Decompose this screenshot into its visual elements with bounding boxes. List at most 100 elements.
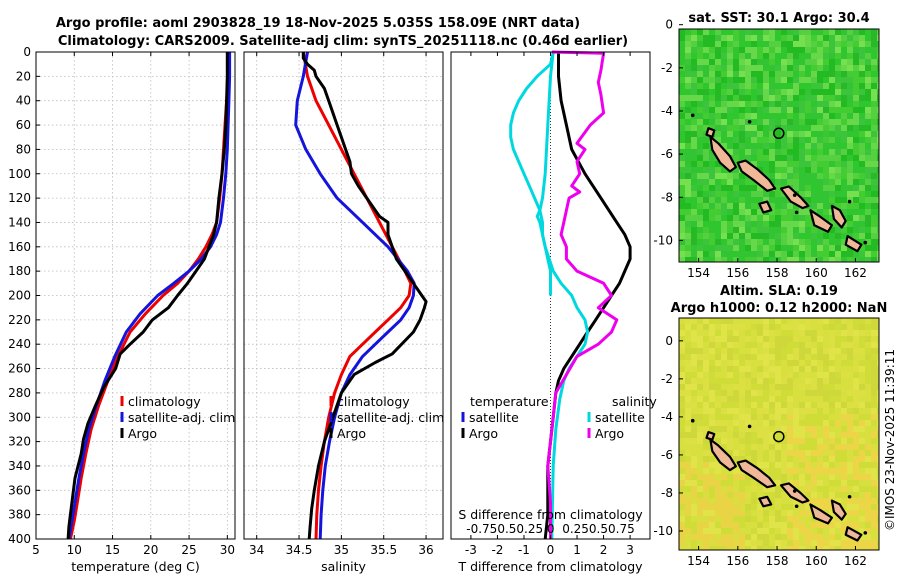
map-cell xyxy=(841,474,847,480)
legend-label: Argo xyxy=(469,426,498,441)
map-cell xyxy=(709,209,715,215)
y-tick-label: 100 xyxy=(8,167,31,181)
map-cell xyxy=(733,396,739,402)
map-cell xyxy=(715,510,721,516)
map-cell xyxy=(817,546,823,550)
map-cell xyxy=(769,360,775,366)
map-cell xyxy=(745,203,751,209)
map-cell xyxy=(697,71,703,77)
map-cell xyxy=(781,101,787,107)
map-cell xyxy=(865,53,871,59)
map-cell xyxy=(691,257,697,262)
map-cell xyxy=(757,65,763,71)
map-cell xyxy=(721,65,727,71)
map-cell xyxy=(721,95,727,101)
map-cell xyxy=(787,498,793,504)
map-cell xyxy=(733,504,739,510)
y-tick-label: 360 xyxy=(8,483,31,497)
map-cell xyxy=(811,113,817,119)
map-cell xyxy=(757,215,763,221)
map-cell xyxy=(817,432,823,438)
map-cell xyxy=(793,336,799,342)
map-cell xyxy=(859,245,865,251)
map-cell xyxy=(697,348,703,354)
map-cell xyxy=(721,107,727,113)
map-cell xyxy=(727,251,733,257)
map-cell xyxy=(721,173,727,179)
map-cell xyxy=(703,209,709,215)
map-cell xyxy=(799,161,805,167)
map-cell xyxy=(715,29,721,35)
map-cell xyxy=(847,233,853,239)
map-cell xyxy=(853,402,859,408)
map-cell xyxy=(877,227,879,233)
map-cell xyxy=(871,131,877,137)
map-cell xyxy=(697,47,703,53)
map-cell xyxy=(691,131,697,137)
map-cell xyxy=(859,143,865,149)
map-cell xyxy=(847,432,853,438)
map-cell xyxy=(769,498,775,504)
map-cell xyxy=(853,408,859,414)
map-cell xyxy=(775,245,781,251)
map-cell xyxy=(787,330,793,336)
map-cell xyxy=(865,29,871,35)
map-cell xyxy=(757,456,763,462)
map-cell xyxy=(847,366,853,372)
map-cell xyxy=(751,179,757,185)
map-cell xyxy=(811,498,817,504)
map-cell xyxy=(787,167,793,173)
map-cell xyxy=(847,167,853,173)
map-cell xyxy=(757,450,763,456)
map-cell xyxy=(715,83,721,89)
map-cell xyxy=(733,486,739,492)
map-cell xyxy=(769,203,775,209)
map-cell xyxy=(697,59,703,65)
map-cell xyxy=(781,89,787,95)
map-cell xyxy=(841,257,847,262)
map-cell xyxy=(865,167,871,173)
map-cell xyxy=(871,29,877,35)
map-cell xyxy=(847,257,853,262)
map-cell xyxy=(763,143,769,149)
map-cell xyxy=(841,462,847,468)
map-cell xyxy=(811,137,817,143)
map-cell xyxy=(697,245,703,251)
map-cell xyxy=(733,41,739,47)
map-cell xyxy=(793,390,799,396)
map-cell xyxy=(715,372,721,378)
map-cell xyxy=(745,95,751,101)
map-cell xyxy=(835,342,841,348)
map-cell xyxy=(769,77,775,83)
map-cell xyxy=(733,402,739,408)
map-cell xyxy=(859,414,865,420)
map-cell xyxy=(865,137,871,143)
map-cell xyxy=(811,456,817,462)
map-cell xyxy=(787,342,793,348)
map-cell xyxy=(823,432,829,438)
map-cell xyxy=(733,498,739,504)
map-cell xyxy=(817,366,823,372)
map-cell xyxy=(853,47,859,53)
map-cell xyxy=(715,191,721,197)
map-cell xyxy=(787,468,793,474)
map-cell xyxy=(787,83,793,89)
map-cell xyxy=(853,143,859,149)
map-cell xyxy=(763,137,769,143)
map-cell xyxy=(745,113,751,119)
salinity-panel: 34 34.5 35 35.5 36salinityclimatologysatelli… xyxy=(243,51,444,574)
map-cell xyxy=(709,516,715,522)
map-cell xyxy=(793,474,799,480)
map-cell xyxy=(727,444,733,450)
map-cell xyxy=(679,390,685,396)
map-cell xyxy=(835,492,841,498)
map-cell xyxy=(829,348,835,354)
map-cell xyxy=(835,107,841,113)
map-cell xyxy=(745,408,751,414)
map-cell xyxy=(817,155,823,161)
map-cell xyxy=(763,107,769,113)
map-cell xyxy=(763,191,769,197)
map-cell xyxy=(877,209,879,215)
map-cell xyxy=(817,348,823,354)
map-cell xyxy=(871,179,877,185)
